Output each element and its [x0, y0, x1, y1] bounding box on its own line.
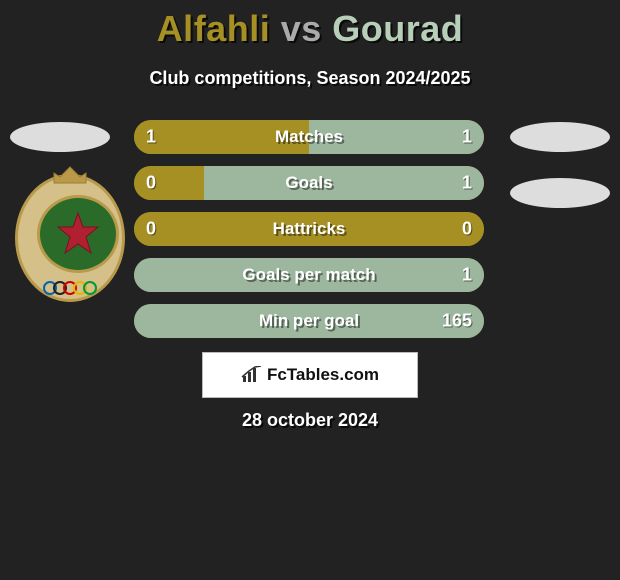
- stat-right-value: 1: [462, 265, 472, 286]
- player2-name: Gourad: [332, 8, 463, 49]
- stat-row: 1 Goals per match: [134, 258, 484, 292]
- stat-left-value: 1: [146, 127, 156, 148]
- player2-logo-placeholder-1: [510, 122, 610, 152]
- brand-text: FcTables.com: [267, 365, 379, 385]
- stat-row: 0 1 Goals: [134, 166, 484, 200]
- stat-label: Goals per match: [242, 265, 375, 285]
- brand-attribution[interactable]: FcTables.com: [202, 352, 418, 398]
- stat-label: Min per goal: [259, 311, 359, 331]
- player1-logo-placeholder: [10, 122, 110, 152]
- badge-inner-circle: [37, 195, 119, 273]
- stat-left-value: 0: [146, 219, 156, 240]
- stat-row: 165 Min per goal: [134, 304, 484, 338]
- badge-outer-shield: [15, 174, 125, 302]
- stat-left-value: 0: [146, 173, 156, 194]
- stat-right-value: 0: [462, 219, 472, 240]
- player2-logo-placeholder-2: [510, 178, 610, 208]
- player1-name: Alfahli: [157, 8, 271, 49]
- star-icon: [53, 209, 103, 259]
- stat-label: Goals: [285, 173, 332, 193]
- club-badge: [10, 174, 130, 314]
- stat-right-fill: [204, 166, 484, 200]
- stat-label: Matches: [275, 127, 343, 147]
- stat-row: 0 0 Hattricks: [134, 212, 484, 246]
- subtitle: Club competitions, Season 2024/2025: [0, 68, 620, 89]
- olympic-rings-icon: [43, 281, 97, 295]
- stat-right-value: 1: [462, 127, 472, 148]
- comparison-title: Alfahli vs Gourad: [0, 0, 620, 50]
- bar-chart-icon: [241, 366, 263, 384]
- vs-text: vs: [281, 8, 322, 49]
- stat-label: Hattricks: [273, 219, 346, 239]
- stat-left-fill: [134, 166, 204, 200]
- crown-icon: [50, 165, 90, 185]
- stat-right-value: 1: [462, 173, 472, 194]
- stat-right-value: 165: [442, 311, 472, 332]
- date-stamp: 28 october 2024: [242, 410, 378, 431]
- stat-row: 1 1 Matches: [134, 120, 484, 154]
- stats-container: 1 1 Matches 0 1 Goals 0 0 Hattricks 1 Goals per ma…: [134, 120, 484, 350]
